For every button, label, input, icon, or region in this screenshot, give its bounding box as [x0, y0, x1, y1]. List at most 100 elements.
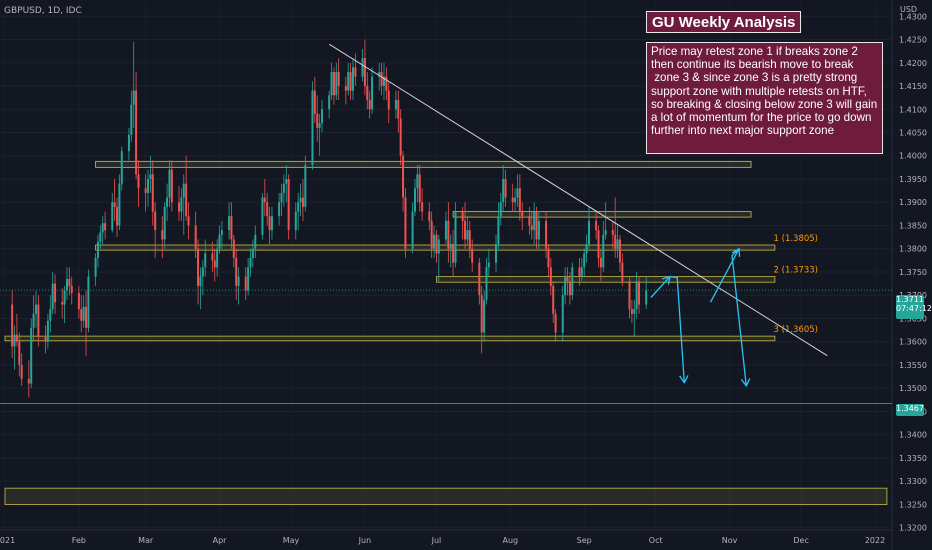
candle-body — [449, 244, 452, 249]
y-tick-label: 1.4250 — [899, 36, 927, 45]
candle-body — [197, 248, 200, 286]
candle-body — [528, 216, 531, 226]
candle-body — [447, 220, 450, 249]
candle-body — [321, 109, 324, 124]
candle-body — [633, 309, 636, 314]
candle-body — [418, 174, 421, 203]
candle-body — [254, 234, 257, 249]
candle-body — [299, 197, 302, 203]
candle-body — [611, 230, 614, 235]
candle-body — [561, 295, 564, 333]
y-tick-label: 1.3350 — [899, 454, 927, 463]
candle-body — [618, 239, 621, 263]
candle-body — [378, 72, 381, 77]
candle-body — [645, 290, 648, 305]
candle-body — [304, 165, 307, 207]
candle-body — [287, 178, 290, 231]
candle-body — [335, 72, 338, 96]
candle-body — [127, 134, 130, 152]
projection-arrowhead — [662, 275, 671, 285]
candle-body — [585, 244, 588, 254]
candle-body — [20, 364, 23, 379]
candle-body — [204, 253, 207, 268]
candle-body — [371, 76, 374, 110]
candle-body — [301, 197, 304, 207]
candle-body — [497, 216, 500, 245]
candle-body — [332, 72, 335, 96]
candle-body — [452, 244, 455, 263]
y-tick-label: 1.3950 — [899, 175, 927, 184]
candle-body — [435, 234, 438, 254]
candle-body — [130, 104, 133, 135]
candle-body — [399, 118, 402, 156]
candle-body — [54, 283, 57, 303]
candle-body — [180, 197, 183, 212]
analysis-title: GU Weekly Analysis — [646, 11, 802, 33]
candle-body — [478, 262, 481, 296]
x-tick-label: Mar — [138, 536, 154, 545]
candle-body — [602, 234, 605, 268]
candle-body — [363, 58, 366, 87]
candle-body — [404, 197, 407, 249]
candle-body — [187, 216, 190, 226]
candle-body — [85, 306, 88, 328]
candle-body — [487, 262, 490, 268]
candle-body — [51, 283, 54, 310]
candle-body — [161, 230, 164, 240]
candle-body — [564, 276, 567, 296]
candle-body — [244, 276, 247, 291]
y-tick-label: 1.3750 — [899, 268, 927, 277]
candle-body — [437, 239, 440, 254]
y-tick-label: 1.3850 — [899, 221, 927, 230]
candle-body — [61, 302, 64, 305]
candle-body — [416, 174, 419, 189]
candle-body — [70, 285, 73, 293]
x-tick-label: 2021 — [0, 536, 15, 545]
candle-body — [297, 202, 300, 212]
candle-body — [530, 225, 533, 231]
y-tick-label: 1.3550 — [899, 361, 927, 370]
projection-arrow — [709, 248, 747, 386]
candle-body — [46, 320, 49, 342]
candle-body — [595, 220, 598, 231]
candle-body — [413, 188, 416, 212]
candle-body — [499, 202, 502, 217]
candle-body — [194, 225, 197, 249]
current-price-tag: 1.3711 07:47:12 — [896, 295, 932, 319]
support-resistance-zone — [95, 160, 752, 168]
x-tick-label: May — [283, 536, 300, 545]
candle-body — [380, 72, 383, 87]
candle-body — [44, 337, 47, 342]
candle-body — [199, 276, 202, 286]
candle-body — [518, 188, 521, 212]
candle-body — [547, 248, 550, 268]
candle-body — [120, 151, 123, 184]
x-tick-label: Nov — [722, 536, 738, 545]
candle-body — [278, 202, 281, 217]
candle-body — [87, 276, 90, 328]
candle-body — [545, 220, 548, 249]
y-tick-label: 1.3200 — [899, 524, 927, 533]
candle-body — [166, 197, 169, 207]
candle-body — [495, 244, 498, 263]
candle-body — [99, 232, 102, 242]
candle-body — [163, 206, 166, 240]
x-tick-label: Oct — [649, 536, 663, 545]
candle-body — [587, 220, 590, 245]
projection-arrowhead — [731, 247, 741, 257]
candle-body — [337, 72, 340, 87]
candle-body — [201, 267, 204, 277]
y-tick-label: 1.3800 — [899, 245, 927, 254]
candle-body — [251, 248, 254, 259]
candle-body — [516, 188, 519, 198]
x-tick-label: 2022 — [865, 536, 885, 545]
x-tick-label: Feb — [72, 536, 86, 545]
current-price-value: 1.3711 — [896, 295, 924, 304]
projection-arrowhead — [740, 378, 751, 388]
candle-body — [599, 258, 602, 268]
currency-button[interactable]: USD — [900, 5, 918, 14]
support-resistance-zone — [4, 487, 888, 505]
candle-body — [211, 253, 214, 261]
candle-body — [237, 276, 240, 286]
candle-body — [232, 239, 235, 259]
